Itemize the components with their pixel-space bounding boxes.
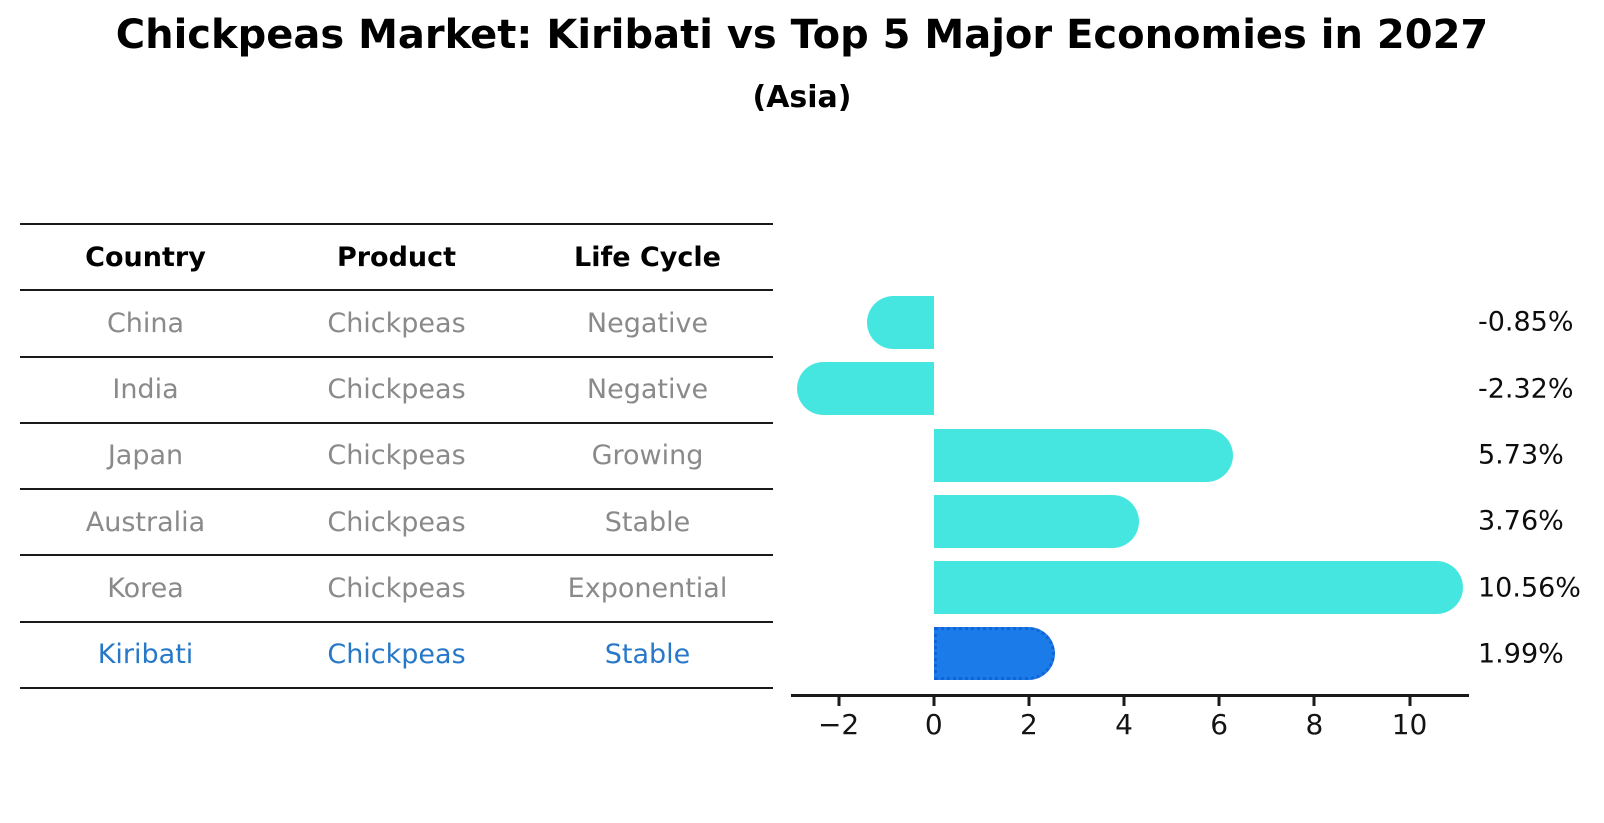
cell-product: Chickpeas	[327, 573, 466, 605]
cell-life-cycle: Stable	[604, 506, 691, 538]
chart-title: Chickpeas Market: Kiribati vs Top 5 Majo…	[115, 12, 1489, 58]
cell-country: Korea	[107, 573, 184, 605]
x-tick-label: 10	[1391, 708, 1428, 741]
cell-life-cycle: Stable	[604, 639, 691, 671]
bar-australia	[933, 494, 1140, 548]
x-tick-label: 0	[924, 708, 943, 741]
cell-country: India	[112, 374, 179, 406]
cell-product: Chickpeas	[327, 639, 466, 671]
bar-japan	[933, 428, 1233, 482]
x-tick	[932, 697, 936, 706]
cell-life-cycle: Exponential	[567, 573, 728, 605]
cell-country: Australia	[85, 506, 206, 538]
cell-product: Chickpeas	[327, 506, 466, 538]
bar-china	[866, 295, 934, 349]
bar-value-label-china: -0.85%	[1478, 306, 1574, 338]
cell-life-cycle: Negative	[586, 374, 709, 406]
cell-life-cycle: Negative	[586, 307, 709, 339]
x-tick-label: 2	[1019, 708, 1038, 741]
bar-value-label-india: -2.32%	[1478, 373, 1574, 405]
table-header-row: Country Product Life Cycle	[20, 223, 773, 289]
table-header-cell-product: Product	[336, 241, 457, 273]
bar-korea	[933, 561, 1463, 615]
x-axis-line	[791, 694, 1469, 697]
cell-product: Chickpeas	[327, 307, 466, 339]
x-tick	[1312, 697, 1316, 706]
bar-value-label-australia: 3.76%	[1478, 505, 1564, 537]
x-tick	[1217, 697, 1221, 706]
x-tick	[1027, 697, 1031, 706]
table-row-korea: Korea Chickpeas Exponential	[20, 554, 773, 620]
x-tick	[1122, 697, 1126, 706]
cell-country: Japan	[107, 440, 184, 472]
x-tick	[837, 697, 841, 706]
x-tick-label: 4	[1115, 708, 1133, 741]
bar-value-label-japan: 5.73%	[1478, 439, 1564, 471]
cell-product: Chickpeas	[327, 440, 466, 472]
table-row-china: China Chickpeas Negative	[20, 289, 773, 355]
table-header-cell-country: Country	[85, 241, 206, 273]
bar-value-label-kiribati: 1.99%	[1478, 638, 1564, 670]
cell-product: Chickpeas	[327, 374, 466, 406]
x-tick-label: −2	[817, 708, 860, 741]
bar-value-label-korea: 10.56%	[1478, 572, 1581, 604]
table-row-india: India Chickpeas Negative	[20, 355, 773, 422]
x-tick	[1408, 697, 1412, 706]
bar-india	[796, 362, 934, 416]
cell-country: Kiribati	[97, 639, 194, 671]
cell-country: China	[106, 307, 185, 339]
table-row-australia: Australia Chickpeas Stable	[20, 488, 773, 554]
x-tick-label: 8	[1305, 708, 1324, 741]
chart-subtitle: (Asia)	[752, 80, 852, 115]
table-row-japan: Japan Chickpeas Growing	[20, 421, 773, 488]
country-table: Country Product Life Cycle China Chickpeas Ne…	[20, 223, 773, 689]
table-header-cell-life-cycle: Life Cycle	[574, 241, 721, 273]
table-row-kiribati: Kiribati Chickpeas Stable	[20, 620, 773, 687]
x-tick-label: 6	[1210, 708, 1229, 741]
bar-kiribati	[933, 627, 1055, 681]
cell-life-cycle: Growing	[591, 440, 704, 472]
